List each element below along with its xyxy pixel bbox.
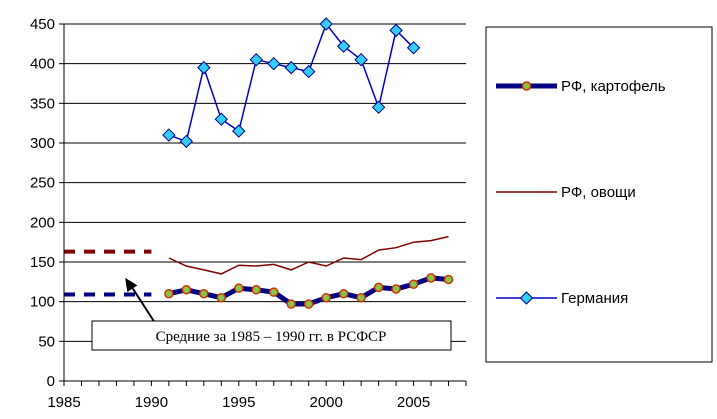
y-tick-label: 400 (30, 56, 55, 73)
data-point-germany (406, 41, 421, 55)
x-tick-label: 2005 (397, 394, 430, 411)
x-tick-label: 2000 (309, 394, 342, 411)
legend: РФ, картофель РФ, овощи Германия (485, 26, 713, 363)
y-tick-label: 450 (30, 16, 55, 33)
data-point-rf-potato (321, 292, 331, 303)
data-point-germany (371, 100, 386, 115)
legend-marker-rf-potato (521, 81, 532, 91)
y-tick-label: 250 (30, 175, 55, 192)
x-tick-label: 1990 (135, 394, 168, 411)
data-point-rf-potato (391, 284, 401, 294)
y-tick-label: 50 (38, 333, 55, 350)
data-point-germany (284, 60, 298, 75)
y-tick-label: 300 (30, 135, 55, 152)
data-point-germany (232, 124, 246, 138)
gridlines (64, 23, 466, 342)
data-point-germany (319, 17, 333, 31)
data-point-rf-potato (268, 287, 279, 297)
data-point-rf-potato (356, 292, 366, 303)
data-point-germany (197, 60, 211, 75)
annotation-arrowhead (125, 277, 138, 293)
annotation-text: Средние за 1985 – 1990 гг. в РСФСР (156, 329, 387, 345)
data-point-germany (179, 134, 194, 149)
series-line-rf-vegetables (168, 235, 449, 275)
data-point-germany (336, 39, 351, 53)
data-point-rf-potato (234, 283, 244, 293)
data-point-germany (389, 23, 403, 38)
axes: 0 50 100 150 200 250 300 350 400 450 1985 1990 1995 2… (30, 16, 467, 411)
reference-lines (64, 249, 152, 297)
data-point-rf-potato (199, 288, 209, 299)
x-tick-label: 1995 (222, 394, 255, 411)
legend-label: Германия (561, 290, 628, 307)
series-layer (162, 17, 454, 309)
annotation: Средние за 1985 – 1990 гг. в РСФСР (91, 277, 452, 351)
series-line-germany (168, 22, 415, 143)
y-tick-label: 350 (30, 95, 55, 112)
data-point-rf-potato (286, 299, 296, 309)
data-point-germany (162, 128, 176, 142)
data-point-rf-potato (216, 292, 227, 303)
data-point-germany (214, 112, 229, 126)
y-tick-label: 150 (30, 254, 55, 271)
y-tick-label: 0 (47, 373, 55, 390)
data-point-rf-potato (338, 288, 349, 299)
legend-marker-germany (519, 291, 534, 305)
y-tick-label: 100 (30, 294, 55, 311)
data-point-rf-potato (426, 273, 436, 283)
data-point-rf-potato (408, 279, 419, 289)
data-point-rf-potato (303, 299, 314, 309)
y-tick-label: 200 (30, 214, 55, 231)
data-point-rf-potato (443, 274, 454, 285)
data-point-germany (301, 64, 316, 79)
data-point-rf-potato (251, 285, 262, 295)
annotation-box (91, 320, 452, 351)
legend-label: РФ, овощи (561, 184, 636, 201)
data-point-germany (354, 52, 368, 67)
data-point-germany (249, 52, 263, 67)
data-point-rf-potato (373, 282, 384, 293)
legend-label: РФ, картофель (561, 78, 666, 95)
data-point-rf-potato (181, 285, 192, 295)
data-point-germany (267, 56, 281, 71)
data-point-rf-potato (164, 288, 174, 299)
x-tick-label: 1985 (47, 394, 80, 411)
annotation-arrow (128, 282, 158, 327)
